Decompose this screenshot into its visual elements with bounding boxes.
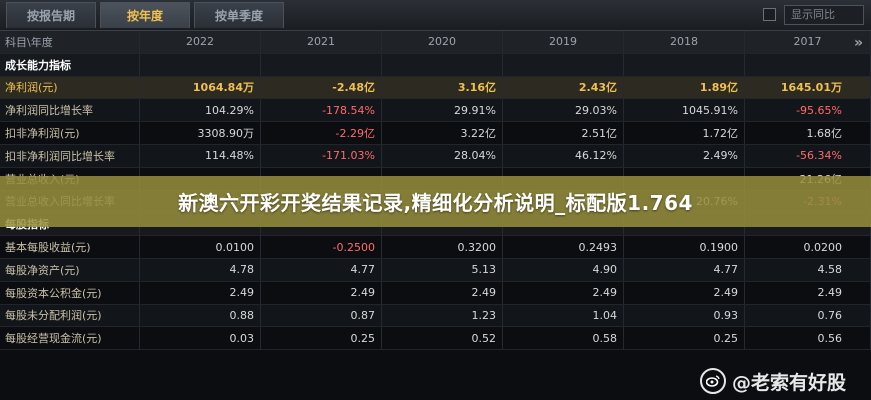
table-cell: -0.2500: [261, 236, 382, 258]
show-yoy-checkbox[interactable]: [763, 8, 776, 21]
table-cell: 3.22亿: [382, 122, 503, 144]
row-label: 每股经营现金流(元): [0, 327, 140, 350]
table-cell: -178.54%: [261, 99, 382, 122]
table-cell: 1.89亿: [624, 76, 745, 99]
table-cell: 4.77: [261, 258, 382, 281]
row-label: 每股资本公积金(元): [0, 281, 140, 304]
table-cell: 2.49: [261, 281, 382, 304]
table-cell: 2.49: [382, 281, 503, 304]
table-cell: 29.91%: [382, 99, 503, 122]
row-label: 每股未分配利润(元): [0, 304, 140, 327]
table-cell: [140, 53, 261, 76]
table-row[interactable]: 每股资本公积金(元) 2.49 2.49 2.49 2.49 2.49 2.49: [0, 281, 871, 305]
tab-by-report-period[interactable]: 按报告期: [6, 2, 96, 28]
table-row[interactable]: 每股净资产(元) 4.78 4.77 5.13 4.90 4.77 4.58: [0, 258, 871, 282]
table-cell: 4.58: [745, 258, 871, 281]
row-label: 净利润(元): [0, 76, 140, 99]
table-cell: 0.1900: [624, 236, 745, 258]
table-cell: 1645.01万: [745, 76, 871, 99]
table-cell: 0.25: [624, 327, 745, 350]
table-cell: 0.52: [382, 327, 503, 350]
table-row[interactable]: 净利润同比增长率 104.29% -178.54% 29.91% 29.03% 1045.…: [0, 99, 871, 123]
header-year-2022[interactable]: 2022: [140, 31, 261, 53]
table-cell: 2.49: [503, 281, 624, 304]
chevron-right-icon[interactable]: »: [853, 35, 863, 51]
watermark: @老索有好股: [700, 368, 846, 394]
tab-by-quarter[interactable]: 按单季度: [194, 2, 284, 28]
table-cell: -2.48亿: [261, 76, 382, 99]
header-year-2021[interactable]: 2021: [261, 31, 382, 53]
table-cell: 4.90: [503, 258, 624, 281]
table-cell: 3.16亿: [382, 76, 503, 99]
table-cell: 1064.84万: [140, 76, 261, 99]
table-cell: 0.03: [140, 327, 261, 350]
table-row[interactable]: 基本每股收益(元) 0.0100 -0.2500 0.3200 0.2493 0.1900…: [0, 236, 871, 259]
table-cell: 0.87: [261, 304, 382, 327]
row-label: 基本每股收益(元): [0, 236, 140, 258]
table-cell: 114.48%: [140, 144, 261, 167]
table-cell: 2.49%: [624, 144, 745, 167]
table-cell: 2.51亿: [503, 122, 624, 144]
table-cell: 1045.91%: [624, 99, 745, 122]
table-cell: 4.77: [624, 258, 745, 281]
weibo-logo-icon: [700, 368, 726, 394]
table-cell: 0.3200: [382, 236, 503, 258]
table-cell: 2.43亿: [503, 76, 624, 99]
show-yoy-label[interactable]: 显示同比: [784, 5, 864, 25]
header-year-2017[interactable]: 2017: [745, 31, 871, 53]
table-cell: [624, 53, 745, 76]
table-cell: 2.49: [624, 281, 745, 304]
table-cell: 0.93: [624, 304, 745, 327]
table-cell: -95.65%: [745, 99, 871, 122]
row-label: 扣非净利润(元): [0, 122, 140, 144]
overlay-banner: 新澳六开彩开奖结果记录,精细化分析说明_标配版1.764: [0, 176, 871, 227]
row-label: 成长能力指标: [0, 53, 140, 76]
header-year-2019[interactable]: 2019: [503, 31, 624, 53]
table-cell: 0.58: [503, 327, 624, 350]
table-cell: 0.2493: [503, 236, 624, 258]
table-cell: 0.0200: [745, 236, 871, 258]
table-cell: 0.88: [140, 304, 261, 327]
tab-by-year[interactable]: 按年度: [100, 2, 190, 28]
table-cell: -2.29亿: [261, 122, 382, 144]
table-row[interactable]: 扣非净利润(元) 3308.90万 -2.29亿 3.22亿 2.51亿 1.72亿 1.6…: [0, 122, 871, 145]
section-row: 成长能力指标: [0, 53, 871, 77]
header-subject-year: 科目\年度: [0, 31, 140, 53]
table-row[interactable]: 净利润(元) 1064.84万 -2.48亿 3.16亿 2.43亿 1.89亿 1645.…: [0, 76, 871, 100]
header-year-2020[interactable]: 2020: [382, 31, 503, 53]
table-cell: 46.12%: [503, 144, 624, 167]
row-label: 净利润同比增长率: [0, 99, 140, 122]
table-cell: 3308.90万: [140, 122, 261, 144]
table-cell: 28.04%: [382, 144, 503, 167]
table-cell: 1.68亿: [745, 122, 871, 144]
table-cell: 0.56: [745, 327, 871, 350]
table-header-row: 科目\年度 2022 2021 2020 2019 2018 2017 »: [0, 31, 871, 54]
table-cell: 0.76: [745, 304, 871, 327]
table-cell: [382, 53, 503, 76]
table-cell: 1.04: [503, 304, 624, 327]
table-row[interactable]: 扣非净利润同比增长率 114.48% -171.03% 28.04% 46.12% 2.4…: [0, 144, 871, 168]
table-cell: 5.13: [382, 258, 503, 281]
watermark-text: @老索有好股: [732, 371, 847, 394]
table-cell: 29.03%: [503, 99, 624, 122]
table-cell: [745, 53, 871, 76]
table-cell: 0.25: [261, 327, 382, 350]
table-row[interactable]: 每股未分配利润(元) 0.88 0.87 1.23 1.04 0.93 0.76: [0, 304, 871, 328]
row-label: 扣非净利润同比增长率: [0, 144, 140, 167]
row-label: 每股净资产(元): [0, 258, 140, 281]
table-cell: 0.0100: [140, 236, 261, 258]
top-tab-bar: 按报告期 按年度 按单季度 显示同比: [0, 0, 871, 31]
table-cell: 2.49: [745, 281, 871, 304]
table-cell: 1.72亿: [624, 122, 745, 144]
table-cell: [503, 53, 624, 76]
table-cell: 4.78: [140, 258, 261, 281]
table-cell: 104.29%: [140, 99, 261, 122]
table-cell: -56.34%: [745, 144, 871, 167]
table-cell: 1.23: [382, 304, 503, 327]
table-cell: 2.49: [140, 281, 261, 304]
table-cell: -171.03%: [261, 144, 382, 167]
header-year-2018[interactable]: 2018: [624, 31, 745, 53]
table-row[interactable]: 每股经营现金流(元) 0.03 0.25 0.52 0.58 0.25 0.56: [0, 327, 871, 351]
table-cell: [261, 53, 382, 76]
